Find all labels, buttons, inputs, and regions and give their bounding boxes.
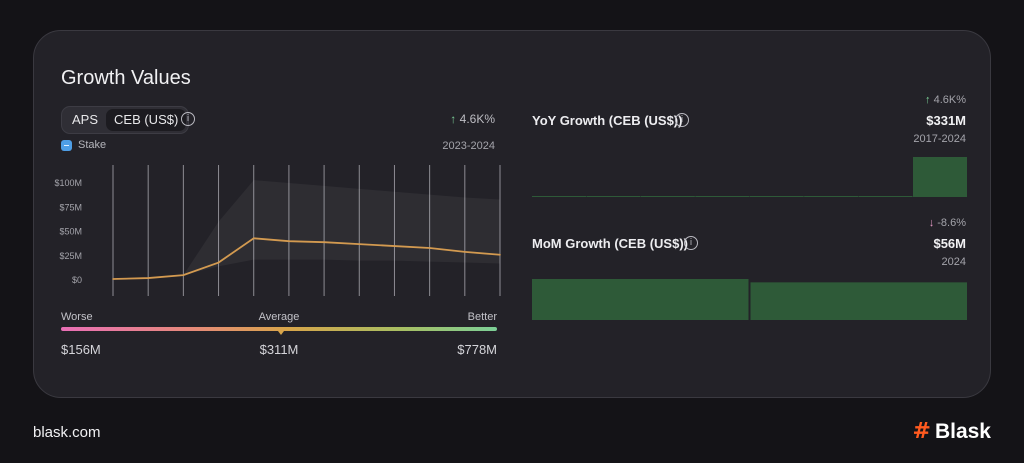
yoy-bar bbox=[532, 196, 586, 197]
yoy-bar bbox=[749, 196, 804, 197]
y-tick-label: $0 bbox=[72, 275, 82, 285]
arrow-up-icon: ↑ bbox=[925, 94, 931, 106]
mom-value: $56M bbox=[933, 236, 966, 251]
arrow-down-icon: ↓ bbox=[928, 217, 935, 229]
main-line-chart: $100M $75M $50M $25M $0 bbox=[54, 165, 501, 296]
brand-name: Blask bbox=[934, 419, 991, 443]
yoy-bar bbox=[858, 196, 913, 197]
yoy-period: 2017-2024 bbox=[913, 133, 966, 145]
yoy-bar bbox=[586, 196, 641, 197]
yoy-bar bbox=[695, 196, 750, 197]
scale-average: Average bbox=[258, 311, 300, 323]
data-point bbox=[464, 251, 466, 253]
legend-label: Stake bbox=[78, 139, 107, 151]
info-icon[interactable]: i bbox=[181, 112, 195, 126]
toggle-aps[interactable]: APS bbox=[72, 112, 99, 127]
site-url[interactable]: blask.com bbox=[33, 424, 101, 441]
yoy-value: $331M bbox=[926, 113, 966, 128]
toggle-ceb[interactable]: CEB (US$) bbox=[106, 109, 187, 131]
blask-logo: # Blask bbox=[913, 419, 991, 444]
scale-worse: Worse bbox=[61, 311, 93, 323]
mom-change: ↓ -8.6% bbox=[928, 217, 966, 229]
data-point bbox=[499, 253, 501, 256]
scale-marker-icon bbox=[278, 331, 284, 335]
yoy-bar bbox=[913, 157, 967, 197]
data-point bbox=[112, 278, 114, 280]
data-point bbox=[252, 237, 255, 240]
arrow-up-icon: ↑ bbox=[450, 112, 457, 126]
yoy-bar-chart bbox=[532, 157, 967, 197]
data-point bbox=[147, 277, 149, 279]
metric-toggle: APS CEB (US$) bbox=[61, 106, 190, 134]
left-change: ↑ 4.6K% bbox=[450, 112, 495, 126]
y-tick-label: $50M bbox=[59, 227, 82, 237]
yoy-bar bbox=[640, 196, 695, 197]
scale-value-worse: $156M bbox=[61, 342, 101, 357]
series-line-stake bbox=[112, 237, 501, 280]
y-tick-label: $25M bbox=[59, 251, 82, 261]
scale-gradient-bar bbox=[61, 327, 497, 331]
mom-title: MoM Growth (CEB (US$)) bbox=[532, 236, 688, 251]
left-period: 2023-2024 bbox=[442, 140, 495, 152]
mom-bar bbox=[532, 279, 749, 320]
data-point bbox=[288, 240, 290, 242]
y-tick-label: $100M bbox=[54, 178, 82, 188]
mom-bar bbox=[750, 282, 967, 320]
data-point bbox=[323, 241, 325, 243]
mom-period: 2024 bbox=[941, 256, 966, 268]
data-point bbox=[393, 245, 396, 247]
card-title: Growth Values bbox=[61, 67, 191, 89]
info-icon[interactable]: i bbox=[684, 236, 698, 250]
data-point bbox=[217, 261, 220, 264]
info-icon[interactable]: i bbox=[675, 113, 689, 127]
scale-value-average: $311M bbox=[259, 342, 299, 357]
data-point bbox=[358, 243, 361, 245]
yoy-bar bbox=[804, 196, 859, 197]
data-point bbox=[182, 274, 185, 276]
range-band bbox=[113, 180, 500, 280]
mom-bar-chart bbox=[532, 279, 967, 320]
scale-value-better: $778M bbox=[457, 342, 497, 357]
scale-better: Better bbox=[467, 311, 497, 323]
y-tick-label: $75M bbox=[59, 202, 82, 212]
stake-swatch-icon bbox=[61, 139, 72, 151]
legend: Stake bbox=[61, 139, 106, 151]
growth-values-card: Growth Values APS CEB (US$) i ↑ 4.6K% St… bbox=[33, 30, 991, 398]
hash-logo-icon: # bbox=[912, 419, 931, 444]
yoy-title: YoY Growth (CEB (US$)) bbox=[532, 113, 683, 128]
data-point bbox=[428, 247, 431, 249]
yoy-change: ↑ 4.6K% bbox=[925, 94, 966, 106]
